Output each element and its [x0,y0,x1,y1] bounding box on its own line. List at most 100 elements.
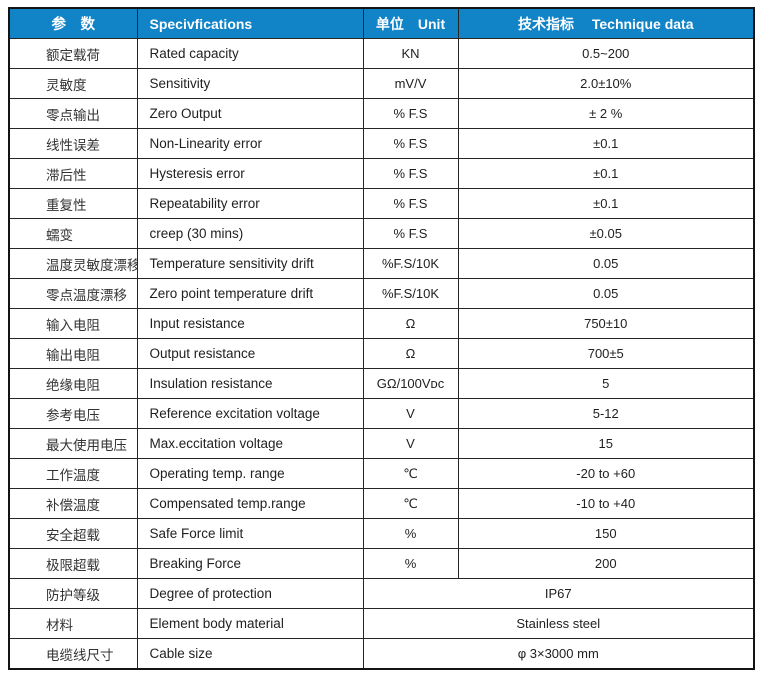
spec-cell-en: Compensated temp.range [136,488,364,519]
unit-cell: ℃ [362,458,459,489]
param-cell-cn: 极限超载 [8,548,138,579]
param-cell-cn: 额定载荷 [8,38,138,69]
unit-cell: % [362,518,459,549]
value-cell: 0.05 [457,278,755,309]
table-row: 材料 Element body material Stainless steel [8,608,755,639]
spec-cell-en: Zero point temperature drift [136,278,364,309]
header-row: 参 数 Specivfications 单位 Unit 技术指标 Techniq… [8,7,755,39]
value-cell-merged: IP67 [362,578,755,609]
spec-cell-en: Sensitivity [136,68,364,99]
unit-cell: % F.S [362,218,459,249]
table-row: 电缆线尺寸 Cable size φ 3×3000 mm [8,638,755,670]
header-unit: 单位 Unit [362,7,459,39]
table-row: 重复性 Repeatability error% F.S ±0.1 [8,188,755,219]
spec-cell-en: Degree of protection [136,578,364,609]
table-row: 防护等级 Degree of protection IP67 [8,578,755,609]
param-cell-cn: 参考电压 [8,398,138,429]
param-cell-cn: 防护等级 [8,578,138,609]
spec-cell-en: Output resistance [136,338,364,369]
value-cell: -10 to +40 [457,488,755,519]
param-cell-cn: 零点温度漂移 [8,278,138,309]
table-row: 额定载荷 Rated capacity KN 0.5~200 [8,38,755,69]
param-cell-cn: 补偿温度 [8,488,138,519]
value-cell: 5-12 [457,398,755,429]
table-row: 极限超载 Breaking Force% 200 [8,548,755,579]
value-cell: 2.0±10% [457,68,755,99]
spec-cell-en: Hysteresis error [136,158,364,189]
value-cell: ±0.1 [457,158,755,189]
value-cell: 5 [457,368,755,399]
value-cell-merged: Stainless steel [362,608,755,639]
unit-cell: KN [362,38,459,69]
table-row: 蠕变 creep (30 mins)% F.S ±0.05 [8,218,755,249]
unit-cell: V [362,428,459,459]
param-cell-cn: 输入电阻 [8,308,138,339]
table-row: 灵敏度 Sensitivity mV/V 2.0±10% [8,68,755,99]
spec-table-body: 额定载荷 Rated capacity KN 0.5~200 灵敏度 Sensitivit… [8,38,755,670]
spec-cell-en: Insulation resistance [136,368,364,399]
spec-cell-en: Zero Output [136,98,364,129]
value-cell: 0.05 [457,248,755,279]
value-cell: -20 to +60 [457,458,755,489]
spec-cell-en: Cable size [136,638,364,670]
spec-cell-en: Temperature sensitivity drift [136,248,364,279]
table-row: 输出电阻 Output resistance Ω 700±5 [8,338,755,369]
spec-cell-en: Breaking Force [136,548,364,579]
param-cell-cn: 重复性 [8,188,138,219]
unit-cell: % F.S [362,158,459,189]
spec-cell-en: Operating temp. range [136,458,364,489]
table-row: 温度灵敏度漂移 Temperature sensitivity drift %F.S… [8,248,755,279]
param-cell-cn: 蠕变 [8,218,138,249]
spec-cell-en: Non-Linearity error [136,128,364,159]
value-cell: 700±5 [457,338,755,369]
spec-cell-en: Input resistance [136,308,364,339]
param-cell-cn: 电缆线尺寸 [8,638,138,670]
unit-cell: %F.S/10K [362,248,459,279]
header-specifications: Specivfications [136,7,364,39]
spec-cell-en: Rated capacity [136,38,364,69]
table-row: 输入电阻 Input resistance Ω 750±10 [8,308,755,339]
spec-cell-en: Reference excitation voltage [136,398,364,429]
param-cell-cn: 安全超载 [8,518,138,549]
table-row: 最大使用电压 Max.eccitation voltage V 15 [8,428,755,459]
table-row: 工作温度 Operating temp. range ℃ -20 to +60 [8,458,755,489]
header-parameter: 参 数 [8,7,138,39]
unit-cell: mV/V [362,68,459,99]
table-row: 绝缘电阻 Insulation resistance GΩ/100Vᴅᴄ 5 [8,368,755,399]
param-cell-cn: 工作温度 [8,458,138,489]
param-cell-cn: 材料 [8,608,138,639]
unit-cell: % [362,548,459,579]
param-cell-cn: 输出电阻 [8,338,138,369]
spec-cell-en: creep (30 mins) [136,218,364,249]
param-cell-cn: 灵敏度 [8,68,138,99]
table-row: 线性误差 Non-Linearity error% F.S ±0.1 [8,128,755,159]
param-cell-cn: 零点输出 [8,98,138,129]
spec-cell-en: Max.eccitation voltage [136,428,364,459]
unit-cell: V [362,398,459,429]
param-cell-cn: 滞后性 [8,158,138,189]
value-cell: ±0.1 [457,188,755,219]
param-cell-cn: 温度灵敏度漂移 [8,248,138,279]
unit-cell: % F.S [362,98,459,129]
value-cell: ±0.1 [457,128,755,159]
table-header: 参 数 Specivfications 单位 Unit 技术指标 Techniq… [8,7,755,39]
value-cell-merged: φ 3×3000 mm [362,638,755,670]
value-cell: 150 [457,518,755,549]
value-cell: ±0.05 [457,218,755,249]
spec-cell-en: Safe Force limit [136,518,364,549]
param-cell-cn: 线性误差 [8,128,138,159]
table-row: 滞后性 Hysteresis error% F.S ±0.1 [8,158,755,189]
table-row: 零点温度漂移 Zero point temperature drift %F.S/1… [8,278,755,309]
unit-cell: Ω [362,338,459,369]
spec-cell-en: Repeatability error [136,188,364,219]
unit-cell: %F.S/10K [362,278,459,309]
unit-cell: Ω [362,308,459,339]
unit-cell: GΩ/100Vᴅᴄ [362,368,459,399]
table-row: 参考电压 Reference excitation voltage V 5-12 [8,398,755,429]
value-cell: ± 2 % [457,98,755,129]
table-row: 零点输出 Zero Output% F.S ± 2 % [8,98,755,129]
unit-cell: % F.S [362,128,459,159]
param-cell-cn: 绝缘电阻 [8,368,138,399]
unit-cell: ℃ [362,488,459,519]
